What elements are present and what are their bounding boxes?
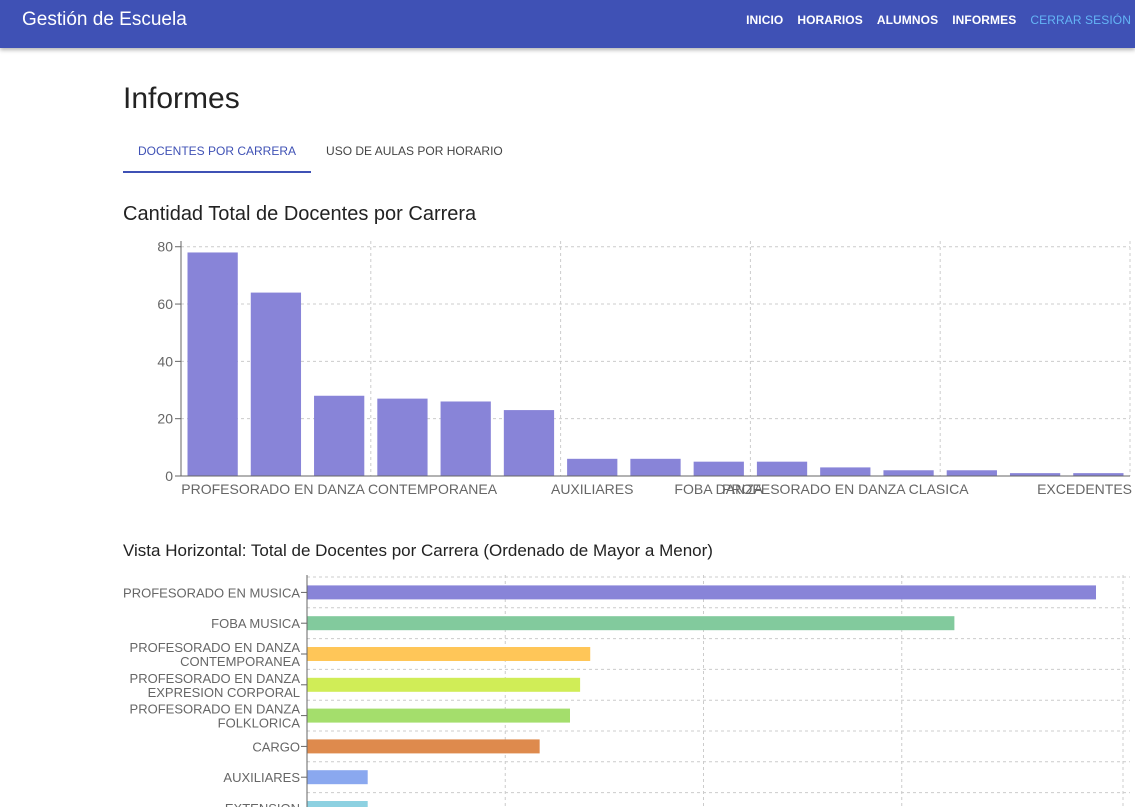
y-tick-label: 80 <box>157 239 173 255</box>
y-tick-label: 0 <box>165 468 173 484</box>
vertical-chart-title: Cantidad Total de Docentes por Carrera <box>123 203 477 225</box>
vertical-bar-chart: 0 20 40 60 80 PROFESORADO EN DANZA CONTEMPORA… <box>157 239 1132 497</box>
y-tick-label: 40 <box>157 353 173 369</box>
page-title: Informes <box>123 82 240 115</box>
hbar <box>307 801 368 807</box>
x-tick-label: PROFESORADO EN DANZA CONTEMPORANEA <box>181 481 497 497</box>
category-label: EXPRESION CORPORAL <box>148 685 300 700</box>
app-bar: Gestión de Escuela INICIO HORARIOS ALUMN… <box>0 0 1135 48</box>
category-label: PROFESORADO EN DANZA <box>130 702 301 717</box>
bar <box>377 398 428 476</box>
category-label: AUXILIARES <box>223 770 300 785</box>
x-tick-label: EXCEDENTES <box>1037 481 1132 497</box>
horizontal-chart-title: Vista Horizontal: Total de Docentes por … <box>123 541 713 560</box>
main-nav: INICIO HORARIOS ALUMNOS INFORMES CERRAR … <box>746 13 1131 27</box>
bar <box>440 401 491 476</box>
hbar <box>307 585 1096 600</box>
category-label: PROFESORADO EN DANZA <box>130 671 301 686</box>
category-label: FOLKLORICA <box>218 716 301 731</box>
hbar <box>307 770 368 785</box>
bar <box>693 461 744 476</box>
bar <box>187 252 238 476</box>
nav-alumnos[interactable]: ALUMNOS <box>876 13 939 27</box>
bar <box>1009 473 1061 476</box>
category-label: CARGO <box>252 739 300 754</box>
nav-informes[interactable]: INFORMES <box>952 13 1017 27</box>
hbar <box>307 739 540 754</box>
report-tabs: DOCENTES POR CARRERA USO DE AULAS POR HO… <box>123 130 518 173</box>
hbar <box>307 647 591 661</box>
nav-cerrar-sesion[interactable]: CERRAR SESIÓN <box>1030 13 1131 27</box>
y-tick-label: 20 <box>157 411 173 427</box>
hbar <box>307 708 570 723</box>
nav-horarios[interactable]: HORARIOS <box>797 13 863 27</box>
bar <box>946 470 997 476</box>
nav-inicio[interactable]: INICIO <box>746 13 784 27</box>
category-label: CONTEMPORANEA <box>180 654 300 669</box>
bar <box>1073 473 1124 476</box>
tab-docentes-por-carrera[interactable]: DOCENTES POR CARRERA <box>123 130 312 173</box>
bar <box>630 458 681 476</box>
app-title[interactable]: Gestión de Escuela <box>22 9 187 30</box>
category-label: PROFESORADO EN MUSICA <box>123 585 300 600</box>
category-label: FOBA MUSICA <box>211 616 300 631</box>
bar <box>250 292 302 476</box>
bar <box>314 395 365 476</box>
hbar <box>307 616 955 631</box>
x-tick-label: FOBA DANZA <box>674 481 763 497</box>
horizontal-bar-chart: PROFESORADO EN MUSICA FOBA MUSICA PROFESOR… <box>123 575 1130 807</box>
x-tick-label: PROFESORADO EN DANZA CLASICA <box>722 481 969 497</box>
tab-uso-de-aulas[interactable]: USO DE AULAS POR HORARIO <box>326 144 503 158</box>
x-tick-label: AUXILIARES <box>551 481 633 497</box>
hbar <box>307 677 581 692</box>
bar <box>883 470 934 476</box>
category-label: PROFESORADO EN DANZA <box>130 640 301 655</box>
bar <box>820 467 871 476</box>
category-label: EXTENSION <box>225 801 300 807</box>
bar <box>503 410 555 476</box>
bar <box>567 458 618 476</box>
bar <box>756 461 808 476</box>
y-tick-label: 60 <box>157 296 173 312</box>
